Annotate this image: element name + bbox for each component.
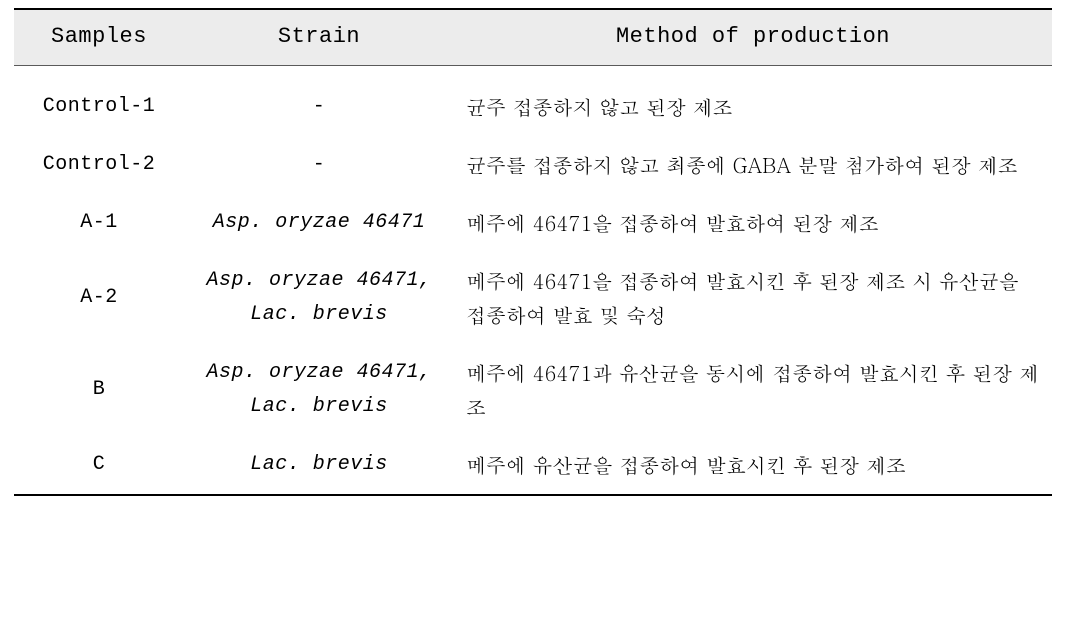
strain-line: Lac. brevis xyxy=(196,298,442,332)
cell-strain: - xyxy=(184,136,454,194)
strain-line: Lac. brevis xyxy=(196,448,442,482)
cell-sample: Control-2 xyxy=(14,136,184,194)
cell-method: 메주에 46471을 접종하여 발효하여 된장 제조 xyxy=(454,194,1052,252)
method-text: 메주에 46471을 접종하여 발효하여 된장 제조 xyxy=(466,206,1040,240)
strain-line: Lac. brevis xyxy=(196,390,442,424)
table-row: C Lac. brevis 메주에 유산균을 접종하여 발효시킨 후 된장 제조 xyxy=(14,436,1052,495)
method-text: 균주를 접종하지 않고 최종에 GABA 분말 첨가하여 된장 제조 xyxy=(466,148,1040,182)
samples-table: Samples Strain Method of production Cont… xyxy=(14,8,1052,496)
col-header-strain: Strain xyxy=(184,9,454,66)
cell-sample: A-2 xyxy=(14,252,184,344)
strain-line: Asp. oryzae 46471 xyxy=(196,206,442,240)
table-row: Control-1-균주 접종하지 않고 된장 제조 xyxy=(14,66,1052,137)
cell-sample: B xyxy=(14,344,184,436)
cell-method: 메주에 46471을 접종하여 발효시킨 후 된장 제조 시 유산균을 접종하여… xyxy=(454,252,1052,344)
strain-line: Asp. oryzae 46471, xyxy=(196,264,442,298)
cell-strain: Asp. oryzae 46471,Lac. brevis xyxy=(184,344,454,436)
table-row: BAsp. oryzae 46471,Lac. brevis메주에 46471과… xyxy=(14,344,1052,436)
method-text: 메주에 46471과 유산균을 동시에 접종하여 발효시킨 후 된장 제조 xyxy=(466,356,1040,424)
strain-line: - xyxy=(196,148,442,182)
cell-sample: Control-1 xyxy=(14,66,184,137)
cell-strain: Lac. brevis xyxy=(184,436,454,495)
col-header-samples: Samples xyxy=(14,9,184,66)
col-header-method: Method of production xyxy=(454,9,1052,66)
cell-method: 메주에 유산균을 접종하여 발효시킨 후 된장 제조 xyxy=(454,436,1052,495)
strain-line: - xyxy=(196,90,442,124)
method-text: 메주에 46471을 접종하여 발효시킨 후 된장 제조 시 유산균을 접종하여… xyxy=(466,264,1040,332)
method-text: 균주 접종하지 않고 된장 제조 xyxy=(466,90,1040,124)
strain-line: Asp. oryzae 46471, xyxy=(196,356,442,390)
table-header-row: Samples Strain Method of production xyxy=(14,9,1052,66)
table-body: Control-1-균주 접종하지 않고 된장 제조Control-2-균주를 … xyxy=(14,66,1052,496)
cell-strain: Asp. oryzae 46471,Lac. brevis xyxy=(184,252,454,344)
cell-strain: Asp. oryzae 46471 xyxy=(184,194,454,252)
table-row: A-2Asp. oryzae 46471,Lac. brevis메주에 4647… xyxy=(14,252,1052,344)
cell-sample: C xyxy=(14,436,184,495)
cell-strain: - xyxy=(184,66,454,137)
method-text: 메주에 유산균을 접종하여 발효시킨 후 된장 제조 xyxy=(466,448,1040,482)
cell-method: 균주 접종하지 않고 된장 제조 xyxy=(454,66,1052,137)
cell-method: 균주를 접종하지 않고 최종에 GABA 분말 첨가하여 된장 제조 xyxy=(454,136,1052,194)
cell-sample: A-1 xyxy=(14,194,184,252)
cell-method: 메주에 46471과 유산균을 동시에 접종하여 발효시킨 후 된장 제조 xyxy=(454,344,1052,436)
table-row: Control-2-균주를 접종하지 않고 최종에 GABA 분말 첨가하여 된… xyxy=(14,136,1052,194)
table-row: A-1 Asp. oryzae 46471 메주에 46471을 접종하여 발효하여… xyxy=(14,194,1052,252)
